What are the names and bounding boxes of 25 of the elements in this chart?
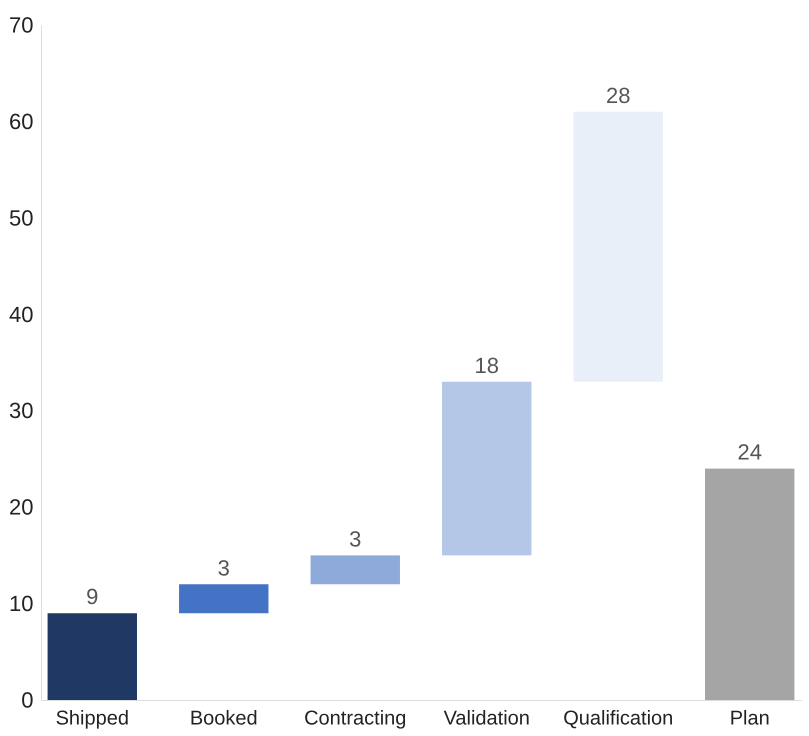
- bar: [48, 613, 137, 700]
- y-tick-label: 60: [9, 108, 34, 134]
- x-tick-label: Booked: [190, 708, 258, 730]
- bar: [442, 382, 532, 556]
- data-label: 3: [349, 526, 362, 552]
- x-tick-label: Contracting: [304, 708, 406, 730]
- bar: [310, 555, 400, 584]
- x-tick-label: Validation: [444, 708, 530, 730]
- y-tick-label: 40: [9, 302, 34, 327]
- data-label: 24: [737, 440, 762, 465]
- x-tick-label: Qualification: [563, 708, 674, 730]
- x-tick-label: Shipped: [56, 708, 129, 730]
- y-tick-label: 10: [9, 591, 34, 616]
- x-tick-label: Plan: [730, 708, 770, 730]
- bar: [179, 584, 268, 614]
- y-tick-label: 50: [9, 205, 34, 230]
- bar: [705, 468, 794, 700]
- y-tick-label: 70: [9, 12, 34, 38]
- y-tick-label: 20: [9, 494, 34, 520]
- data-label: 18: [474, 352, 499, 378]
- data-label: 9: [86, 584, 98, 610]
- data-label: 3: [218, 555, 230, 580]
- y-tick-label: 0: [21, 688, 34, 712]
- y-tick-label: 30: [9, 398, 34, 424]
- data-label: 28: [606, 82, 630, 108]
